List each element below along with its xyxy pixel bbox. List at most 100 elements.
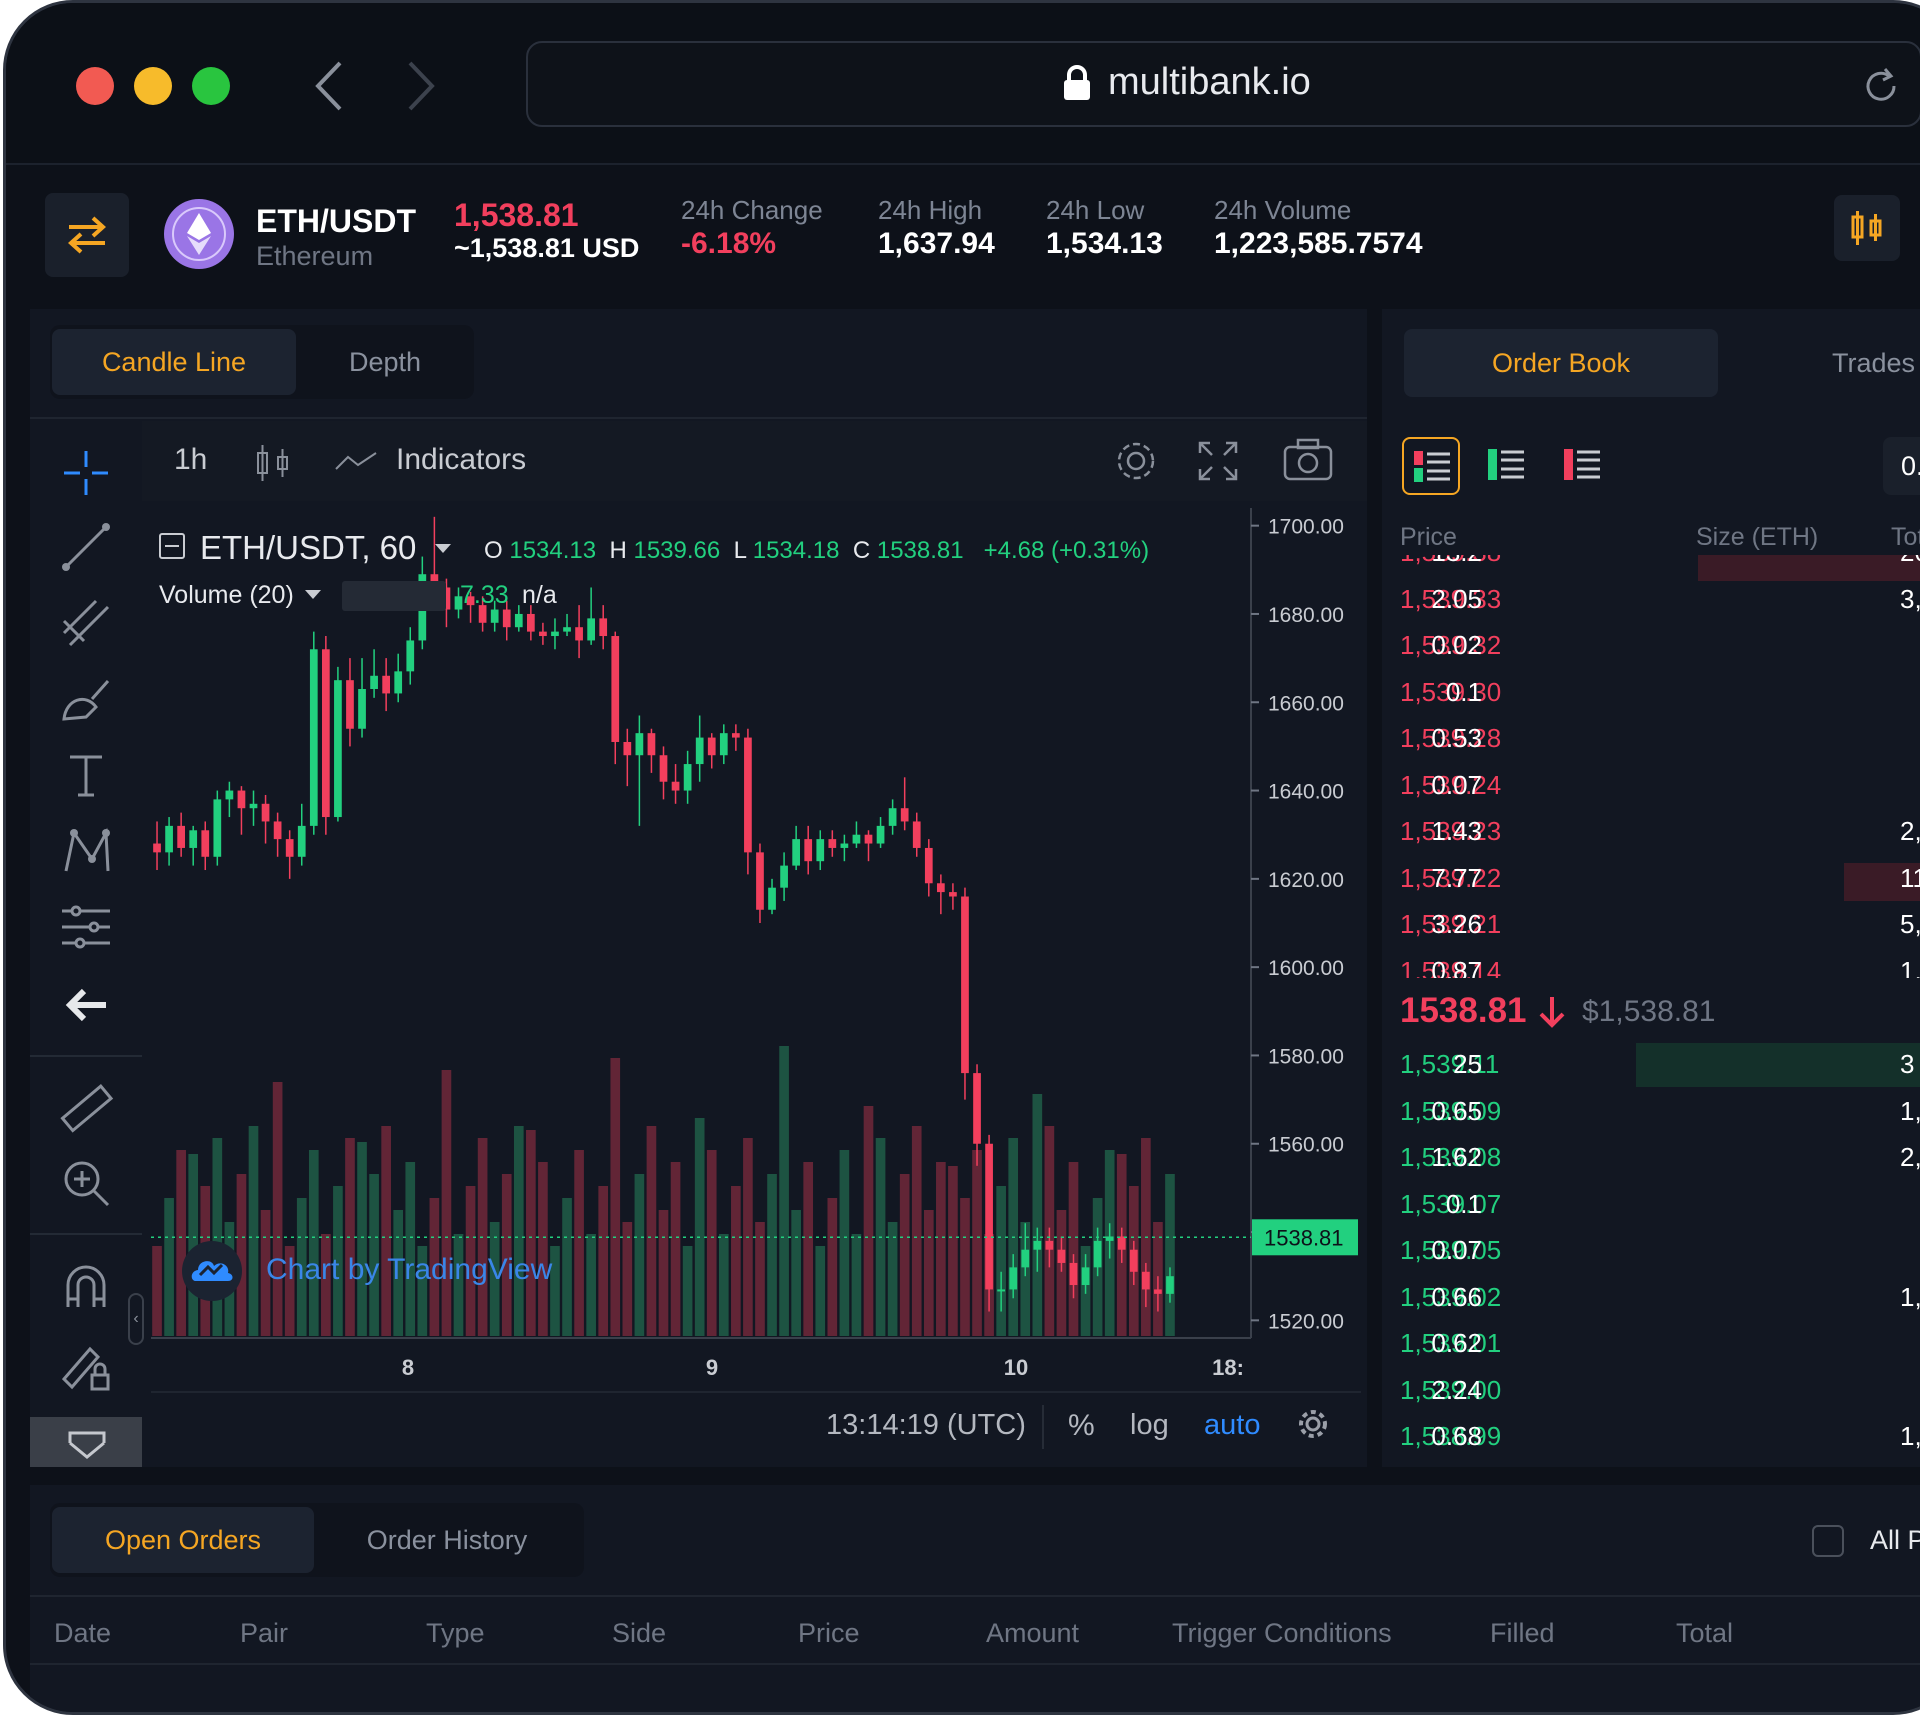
candle[interactable]	[900, 777, 909, 831]
price-chart[interactable]: 1700.00 1680.00 1660.00 1640.00 1620.00 1600.…	[6, 3, 1386, 1443]
candle[interactable]	[1081, 1254, 1090, 1294]
candle[interactable]	[707, 733, 716, 769]
candle[interactable]	[358, 658, 366, 738]
orderbook-row[interactable]: 1,539.07 0.1	[1400, 1185, 1920, 1225]
indicators-button[interactable]: Indicators	[396, 443, 527, 476]
view-both-button[interactable]	[1402, 437, 1460, 495]
precision-select[interactable]: 0.	[1883, 437, 1920, 495]
candle[interactable]	[973, 1064, 981, 1166]
candle[interactable]	[1093, 1227, 1102, 1277]
orderbook-bids-icon[interactable]	[1488, 449, 1524, 481]
candle[interactable]	[249, 790, 258, 826]
candle[interactable]	[587, 587, 596, 645]
candle[interactable]	[273, 812, 282, 857]
candle[interactable]	[514, 605, 523, 632]
axis-settings-gear-icon[interactable]	[1296, 1407, 1330, 1441]
interval-selector[interactable]: 1h	[174, 443, 208, 476]
candle[interactable]	[623, 728, 632, 787]
candle[interactable]	[454, 587, 463, 619]
candle[interactable]	[466, 591, 475, 623]
candle[interactable]	[177, 812, 186, 857]
candle[interactable]	[297, 803, 306, 866]
percent-scale-toggle[interactable]: %	[1068, 1409, 1095, 1442]
tab-open-orders[interactable]: Open Orders	[52, 1507, 314, 1573]
candle[interactable]	[1105, 1223, 1114, 1259]
candle[interactable]	[1166, 1267, 1174, 1303]
candle[interactable]	[334, 666, 342, 822]
candle[interactable]	[840, 834, 849, 862]
forward-arrow-icon[interactable]	[404, 59, 438, 113]
tab-order-history[interactable]: Order History	[366, 1525, 528, 1555]
magnet-icon[interactable]	[56, 1257, 116, 1317]
candle[interactable]	[876, 817, 885, 848]
candle[interactable]	[659, 746, 668, 800]
candle[interactable]	[852, 821, 861, 848]
candle[interactable]	[985, 1134, 993, 1312]
orderbook-asks-icon[interactable]	[1564, 449, 1600, 481]
minimize-window-button[interactable]	[134, 67, 172, 105]
candle[interactable]	[370, 649, 378, 698]
candle[interactable]	[1057, 1236, 1066, 1272]
candle[interactable]	[153, 821, 161, 871]
orderbook-row[interactable]: 1,539.24 0.07	[1400, 766, 1920, 806]
candle[interactable]	[792, 825, 801, 871]
candle[interactable]	[285, 830, 294, 879]
candle[interactable]	[539, 622, 547, 645]
legend-collapse-icon[interactable]	[159, 533, 185, 559]
candle[interactable]	[201, 821, 210, 871]
candle[interactable]	[1117, 1227, 1126, 1263]
orderbook-row[interactable]: 1,539.01 0.62	[1400, 1324, 1920, 1364]
orderbook-row[interactable]: 1,539.28 0.53	[1400, 719, 1920, 759]
orderbook-row[interactable]: 1,539.09 0.65 1,0	[1400, 1092, 1920, 1132]
candle[interactable]	[961, 887, 969, 1100]
candle[interactable]	[165, 817, 173, 866]
candle[interactable]	[804, 825, 813, 875]
candle[interactable]	[551, 618, 559, 650]
orderbook-row[interactable]: 1,539.33 2.05 3,1	[1400, 580, 1920, 620]
candle[interactable]	[683, 750, 692, 804]
candle[interactable]	[1033, 1227, 1042, 1272]
candle[interactable]	[502, 600, 511, 641]
candle[interactable]	[1045, 1227, 1054, 1268]
candle[interactable]	[647, 728, 656, 773]
orderbook-row[interactable]: 1,539.23 1.43 2,2	[1400, 812, 1920, 852]
candle[interactable]	[1129, 1240, 1138, 1286]
reload-icon[interactable]	[1858, 63, 1904, 109]
candle[interactable]	[864, 830, 873, 862]
pattern-icon[interactable]	[56, 821, 116, 881]
orderbook-row[interactable]: 1,539.08 1.62 2,4	[1400, 1138, 1920, 1178]
caret-down-icon[interactable]	[434, 543, 452, 555]
tradingview-watermark[interactable]: Chart by TradingView	[266, 1253, 553, 1286]
address-bar[interactable]: multibank.io	[526, 41, 1920, 127]
candle[interactable]	[1141, 1262, 1150, 1308]
candle[interactable]	[768, 878, 776, 915]
candle[interactable]	[780, 852, 788, 901]
candle[interactable]	[225, 781, 234, 818]
candle[interactable]	[526, 605, 535, 641]
auto-scale-toggle[interactable]: auto	[1204, 1409, 1261, 1441]
candle[interactable]	[912, 812, 921, 857]
camera-icon[interactable]	[1282, 437, 1334, 483]
candle[interactable]	[394, 653, 403, 703]
orderbook-row[interactable]: 1,539.02 0.66 1,0	[1400, 1278, 1920, 1318]
orderbook-row[interactable]: 1,539.30 0.1	[1400, 673, 1920, 713]
candle[interactable]	[756, 843, 764, 923]
toolbar-collapse-button[interactable]	[30, 1417, 142, 1467]
candle[interactable]	[599, 605, 608, 650]
candle[interactable]	[237, 786, 246, 835]
candle[interactable]	[346, 658, 354, 747]
fib-retracement-icon[interactable]	[56, 593, 116, 653]
chart-layout-button[interactable]	[1834, 195, 1900, 261]
fullscreen-icon[interactable]	[1196, 439, 1240, 483]
tab-candle-line[interactable]: Candle Line	[52, 329, 296, 395]
candle[interactable]	[671, 764, 680, 804]
candle[interactable]	[816, 830, 825, 871]
maximize-window-button[interactable]	[192, 67, 230, 105]
swap-pair-button[interactable]	[45, 193, 129, 277]
orderbook-row[interactable]: 1,539.14 0.87 1,1	[1400, 952, 1920, 979]
orderbook-row[interactable]: 1,539.11 25 3	[1400, 1045, 1920, 1085]
candle[interactable]	[1021, 1223, 1030, 1277]
candle[interactable]	[828, 830, 837, 857]
back-arrow-tool-icon[interactable]	[56, 975, 116, 1035]
candle[interactable]	[949, 883, 957, 910]
